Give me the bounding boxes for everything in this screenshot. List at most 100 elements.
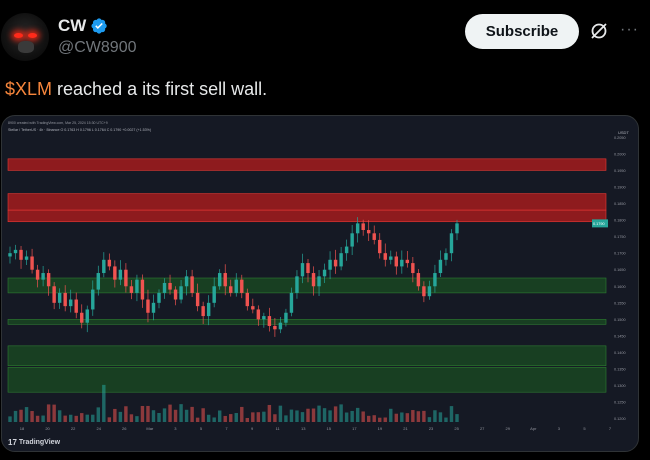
x-tick-label: 5	[200, 426, 203, 431]
candle-body	[256, 309, 261, 320]
author-avatar[interactable]	[1, 13, 49, 61]
volume-bar	[405, 413, 410, 422]
avatar-snout	[18, 41, 34, 53]
candle-body	[41, 273, 45, 280]
candle-body	[19, 249, 23, 260]
candle-body	[190, 276, 194, 293]
candle-body	[311, 273, 316, 287]
candle-body	[350, 233, 354, 247]
verified-badge-icon[interactable]	[90, 17, 108, 35]
x-tick-label: 24	[96, 426, 101, 431]
x-tick-label: 19	[378, 426, 383, 431]
candle-body	[146, 299, 150, 313]
candle-body	[289, 292, 294, 313]
buy-zone-4	[7, 319, 607, 325]
candle-body	[46, 273, 51, 287]
y-tick-label: 0.1400	[614, 351, 626, 355]
volume-bar	[107, 417, 112, 422]
volume-bar	[289, 409, 294, 422]
volume-bar	[372, 415, 376, 422]
x-tick-label: 21	[403, 426, 408, 431]
volume-bar	[201, 408, 205, 422]
candle-body	[74, 299, 78, 313]
candle-body	[355, 223, 360, 234]
y-tick-label: 0.1500	[614, 318, 626, 322]
volume-bar	[173, 409, 178, 422]
volume-bar	[206, 414, 211, 422]
y-tick-label: 0.1750	[614, 235, 626, 239]
volume-bar	[278, 405, 283, 422]
cashtag-link[interactable]: $XLM	[5, 79, 53, 99]
candle-body	[135, 279, 139, 293]
volume-bar	[13, 410, 18, 422]
volume-bar	[411, 410, 415, 422]
candle-body	[383, 253, 387, 260]
volume-bar	[217, 410, 222, 422]
candle-body	[223, 273, 227, 287]
candle-body	[267, 316, 272, 326]
volume-bar	[223, 415, 227, 422]
volume-bar	[68, 414, 73, 422]
chart-header-credit: 8900 created with TradingView.com, Mar 2…	[8, 121, 108, 125]
volume-bar	[135, 416, 139, 422]
candle-body	[201, 306, 205, 317]
volume-bar	[350, 410, 354, 422]
x-tick-label: 25	[454, 426, 459, 431]
sell-zone-2	[7, 209, 607, 223]
y-tick-label: 0.1600	[614, 285, 626, 289]
x-tick-label: 17	[352, 426, 357, 431]
subscribe-button[interactable]: Subscribe	[465, 14, 579, 49]
buy-zone-6	[7, 345, 607, 367]
volume-bar	[355, 407, 360, 422]
y-tick-label: 0.1800	[614, 219, 626, 223]
y-tick-label: 0.1200	[614, 417, 626, 421]
more-icon[interactable]: ···	[620, 21, 639, 38]
candle-body	[234, 279, 238, 293]
volume-bar	[333, 406, 338, 422]
x-tick-label: 15	[327, 426, 332, 431]
author-handle[interactable]: @CW8900	[58, 39, 137, 56]
chart-image[interactable]: 8900 created with TradingView.com, Mar 2…	[1, 115, 639, 452]
author-display-name[interactable]: CW	[58, 16, 87, 35]
avatar-eye-left	[14, 33, 23, 38]
candle-body	[322, 269, 327, 277]
candle-body	[455, 223, 459, 234]
volume-bar	[240, 406, 244, 422]
x-tick-label: 13	[301, 426, 306, 431]
candle-body	[262, 316, 266, 320]
volume-bar	[361, 411, 365, 422]
candle-body	[140, 279, 145, 300]
y-tick-label: 0.1900	[614, 185, 626, 189]
candle-body	[400, 259, 404, 267]
volume-bar	[151, 410, 156, 422]
volume-bar	[389, 408, 393, 422]
candle-body	[68, 299, 73, 307]
volume-bar	[394, 413, 399, 422]
candle-body	[278, 322, 283, 330]
volume-bar	[52, 404, 56, 422]
candle-body	[251, 306, 255, 310]
volume-bar	[157, 412, 161, 422]
x-tick-label: 29	[506, 426, 511, 431]
candle-body	[96, 273, 101, 290]
volume-bar	[322, 408, 327, 422]
candle-body	[206, 302, 211, 317]
volume-bar	[74, 415, 78, 422]
x-tick-label: 20	[45, 426, 50, 431]
grok-icon[interactable]	[589, 21, 609, 41]
candle-body	[30, 256, 34, 270]
volume-bar	[245, 417, 250, 422]
volume-bar	[41, 415, 45, 422]
volume-bar	[124, 406, 128, 422]
candle-body	[405, 259, 410, 264]
y-tick-label: 0.2000	[614, 152, 626, 156]
candle-body	[212, 286, 216, 303]
y-tick-label: 0.1650	[614, 268, 626, 272]
candle-body	[361, 223, 365, 230]
candle-body	[179, 286, 183, 300]
candle-body	[8, 253, 12, 257]
volume-bar	[344, 412, 349, 422]
buy-zone-3	[7, 277, 607, 294]
volume-bar	[63, 415, 67, 422]
candle-body	[422, 286, 426, 297]
